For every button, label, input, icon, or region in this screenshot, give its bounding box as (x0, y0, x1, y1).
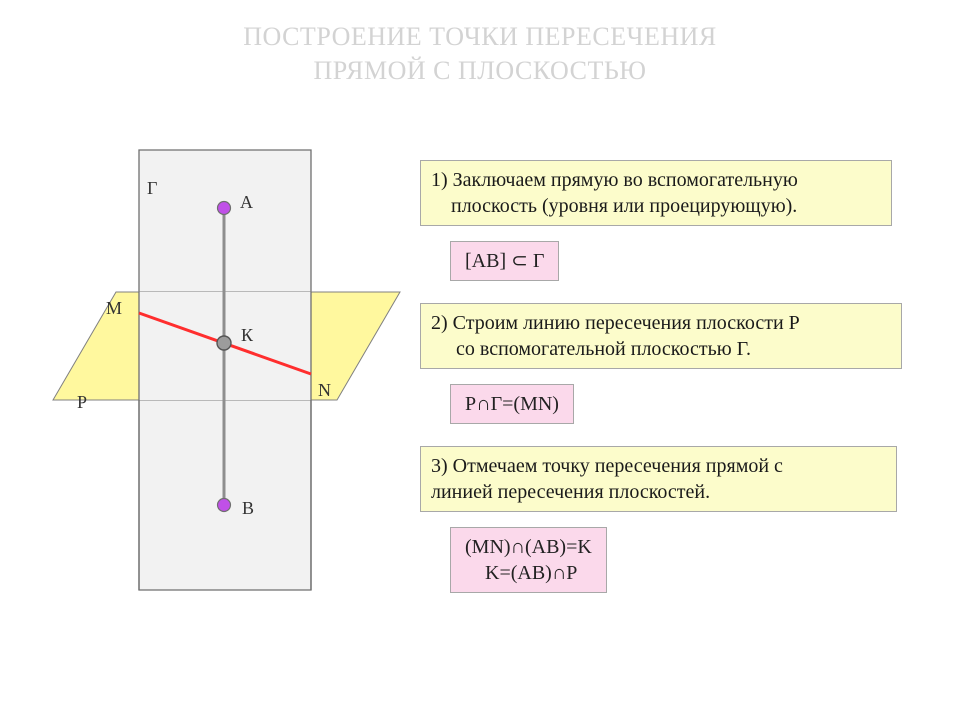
page-root: ПОСТРОЕНИЕ ТОЧКИ ПЕРЕСЕЧЕНИЯ ПРЯМОЙ С ПЛ… (0, 0, 960, 720)
label-m: M (106, 298, 122, 319)
step-3-text: 3) Отмечаем точку пересечения прямой с л… (420, 446, 897, 512)
diagram-svg (30, 130, 430, 610)
steps-panel: 1) Заключаем прямую во вспомогательную п… (420, 160, 910, 615)
label-b: В (242, 498, 254, 519)
point-k (217, 336, 231, 350)
geometry-diagram: Г А В К M N Р (30, 130, 430, 610)
page-title: ПОСТРОЕНИЕ ТОЧКИ ПЕРЕСЕЧЕНИЯ ПРЯМОЙ С ПЛ… (0, 20, 960, 88)
step-3-formula: (MN)∩(AB)=K K=(AB)∩P (450, 527, 607, 593)
step-1-formula: [AB] ⊂ Г (450, 241, 559, 281)
point-b (218, 499, 231, 512)
label-n: N (318, 380, 331, 401)
step-2-text: 2) Строим линию пересечения плоскости Р … (420, 303, 902, 369)
step-1-text: 1) Заключаем прямую во вспомогательную п… (420, 160, 892, 226)
label-a: А (240, 192, 253, 213)
label-gamma: Г (147, 178, 157, 199)
step-2-formula: Р∩Г=(MN) (450, 384, 574, 424)
label-k: К (241, 325, 253, 346)
label-p: Р (77, 392, 87, 413)
point-a (218, 202, 231, 215)
